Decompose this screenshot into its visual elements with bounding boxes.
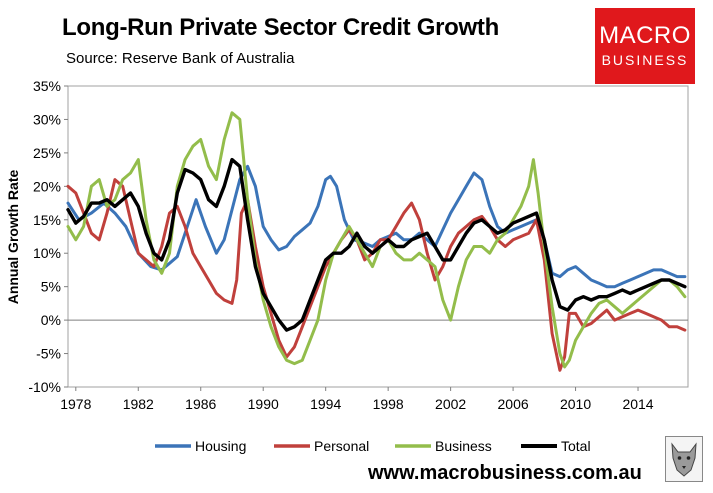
plot-area xyxy=(67,85,689,388)
y-tick-label: 20% xyxy=(33,178,61,194)
x-tick-label: 1990 xyxy=(248,396,279,412)
x-tick-label: 2002 xyxy=(435,396,466,412)
legend-label-personal: Personal xyxy=(314,438,369,454)
y-tick-label: 35% xyxy=(33,78,61,94)
y-tick-label: 5% xyxy=(41,279,61,295)
legend-label-total: Total xyxy=(561,438,591,454)
y-tick-label: 25% xyxy=(33,145,61,161)
x-axis: 1978 1982 1986 1990 1994 1998 2002 2006 2010 2014 xyxy=(60,387,654,412)
brand-logo: MACRO BUSINESS xyxy=(595,8,695,84)
x-tick-label: 2006 xyxy=(498,396,529,412)
y-tick-label: 10% xyxy=(33,245,61,261)
y-tick-label: 30% xyxy=(33,111,61,127)
chart-source: Source: Reserve Bank of Australia xyxy=(66,50,295,67)
y-axis-title: Annual Growth Rate xyxy=(5,170,21,305)
y-tick-label: -5% xyxy=(36,346,61,362)
x-tick-label: 2014 xyxy=(622,396,653,412)
x-tick-label: 1982 xyxy=(123,396,154,412)
x-tick-label: 1978 xyxy=(60,396,91,412)
series-line-housing xyxy=(66,164,687,289)
x-tick-label: 1986 xyxy=(185,396,216,412)
y-tick-label: 0% xyxy=(41,312,61,328)
series-lines xyxy=(66,111,687,372)
logo-line-1: MACRO xyxy=(599,22,691,49)
wolf-mascot-icon xyxy=(665,436,703,482)
x-tick-label: 2010 xyxy=(560,396,591,412)
series-line-total xyxy=(66,157,687,332)
legend: Housing Personal Business Total xyxy=(155,438,591,454)
x-tick-label: 1994 xyxy=(310,396,341,412)
y-tick-label: 15% xyxy=(33,212,61,228)
x-tick-label: 1998 xyxy=(373,396,404,412)
footer-url: www.macrobusiness.com.au xyxy=(368,462,642,484)
y-tick-label: -10% xyxy=(28,379,61,395)
legend-label-housing: Housing xyxy=(195,438,246,454)
page-title: Long-Run Private Sector Credit Growth xyxy=(62,14,499,41)
logo-line-2: BUSINESS xyxy=(601,52,689,68)
y-axis: -10% -5% 0% 5% 10% 15% 20% 25% 30% 35% xyxy=(28,78,68,395)
legend-label-business: Business xyxy=(435,438,492,454)
